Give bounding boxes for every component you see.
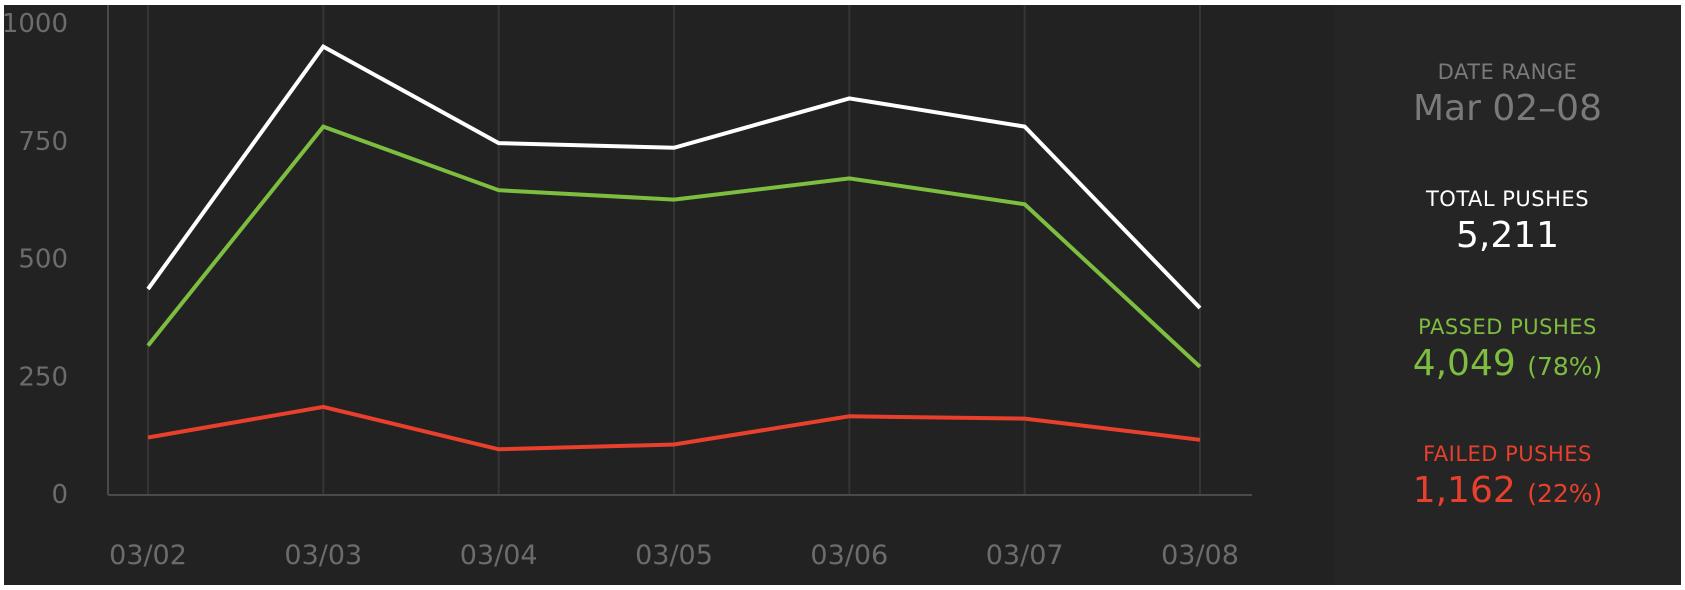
series-lines: [146, 43, 1202, 452]
failed-pushes-label: FAILED PUSHES: [1423, 442, 1592, 466]
failed-pushes-percent: (22%): [1527, 479, 1603, 508]
x-tick-label-03/02: 03/02: [109, 540, 187, 571]
series-line-passed: [146, 124, 1202, 369]
date-range-value: Mar 02–08: [1413, 88, 1602, 129]
x-tick-label-03/08: 03/08: [1161, 540, 1239, 571]
passed-pushes-value-row: 4,049 (78%): [1334, 343, 1681, 384]
axes: [107, 5, 1252, 496]
failed-pushes-value: 1,162: [1412, 470, 1516, 511]
failed-pushes-value-row: 1,162 (22%): [1334, 470, 1681, 511]
y-tick-label-250: 250: [18, 362, 68, 392]
x-tick-label-03/04: 03/04: [460, 540, 538, 571]
passed-pushes-stat: PASSED PUSHES 4,049 (78%): [1334, 315, 1681, 384]
stats-panel: DATE RANGE Mar 02–08 TOTAL PUSHES 5,211 …: [1334, 5, 1681, 585]
passed-pushes-percent: (78%): [1527, 352, 1603, 381]
x-tick-label-03/05: 03/05: [635, 540, 713, 571]
x-tick-label-03/07: 03/07: [986, 540, 1064, 571]
x-tick-labels: 03/02 03/03 03/04 03/05 03/06 03/07 03/08: [109, 540, 1239, 571]
passed-pushes-value: 4,049: [1412, 343, 1516, 384]
passed-pushes-label: PASSED PUSHES: [1418, 315, 1597, 339]
series-line-total: [146, 43, 1202, 310]
y-tick-label-0: 0: [51, 480, 68, 510]
total-pushes-label: TOTAL PUSHES: [1425, 187, 1590, 211]
date-range-stat: DATE RANGE Mar 02–08: [1334, 60, 1681, 129]
date-range-label: DATE RANGE: [1437, 60, 1578, 84]
y-tick-label-500: 500: [18, 245, 68, 275]
x-tick-label-03/06: 03/06: [810, 540, 888, 571]
x-tick-label-03/03: 03/03: [284, 540, 362, 571]
series-line-failed: [147, 404, 1201, 452]
y-tick-label-1000: 1000: [4, 9, 68, 39]
y-tick-labels: 1000 750 500 250 0: [4, 9, 68, 510]
total-pushes-stat: TOTAL PUSHES 5,211: [1334, 187, 1681, 256]
total-pushes-value: 5,211: [1455, 215, 1560, 256]
push-line-chart: 1000 750 500 250 0 03/02 03/03 03/04 03/05 03/06…: [4, 5, 1252, 571]
grid-lines: [147, 5, 1201, 494]
y-tick-label-750: 750: [18, 127, 68, 157]
failed-pushes-stat: FAILED PUSHES 1,162 (22%): [1334, 442, 1681, 511]
